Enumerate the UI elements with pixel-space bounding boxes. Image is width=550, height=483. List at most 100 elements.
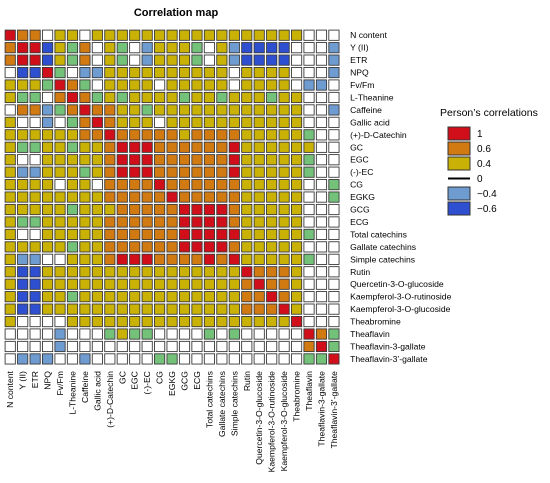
heatmap-cell xyxy=(266,203,278,216)
heatmap-cell xyxy=(66,291,79,303)
heatmap-cell xyxy=(241,129,253,141)
heatmap-cell xyxy=(228,166,240,178)
heatmap-cell xyxy=(166,291,178,303)
heatmap-cell xyxy=(104,141,116,153)
heatmap-cell xyxy=(79,278,91,290)
heatmap-cell xyxy=(54,179,66,191)
heatmap-cell xyxy=(253,191,265,203)
heatmap-cell xyxy=(42,29,54,41)
column-label: Caffeine xyxy=(80,371,90,403)
heatmap-cell xyxy=(191,79,203,91)
heatmap-cell xyxy=(54,29,66,41)
heatmap-cell xyxy=(228,228,240,241)
heatmap-cell xyxy=(91,253,103,265)
heatmap-cell xyxy=(291,129,303,141)
heatmap-cell xyxy=(241,42,253,54)
heatmap-cell xyxy=(29,191,41,203)
heatmap-cell xyxy=(4,241,16,253)
heatmap-cell xyxy=(104,91,116,104)
heatmap-cell xyxy=(166,141,178,153)
heatmap-cell xyxy=(66,353,79,365)
heatmap-cell xyxy=(4,91,16,104)
heatmap-cell xyxy=(315,316,328,328)
heatmap-cell xyxy=(266,291,278,303)
heatmap-cell xyxy=(141,353,153,365)
column-label: Total catechins xyxy=(204,371,214,428)
heatmap-cell xyxy=(278,104,290,116)
heatmap-cell xyxy=(66,141,79,153)
heatmap-cell xyxy=(42,316,54,328)
heatmap-cell xyxy=(291,54,303,66)
heatmap-cell xyxy=(203,340,216,353)
heatmap-cell xyxy=(141,179,153,191)
heatmap-cell xyxy=(241,166,253,178)
heatmap-cell xyxy=(241,29,253,41)
heatmap-cell xyxy=(191,353,203,365)
heatmap-cell xyxy=(66,278,79,290)
heatmap-cell xyxy=(91,104,103,116)
heatmap-cell xyxy=(203,253,216,265)
heatmap-cell xyxy=(4,29,16,41)
heatmap-cell xyxy=(4,216,16,228)
heatmap-cell xyxy=(129,253,141,265)
heatmap-cell xyxy=(328,154,340,166)
heatmap-cell xyxy=(315,42,328,54)
heatmap-cell xyxy=(328,29,340,41)
row-label: N content xyxy=(350,30,387,40)
heatmap-cell xyxy=(203,91,216,104)
heatmap-cell xyxy=(216,179,228,191)
heatmap-cell xyxy=(241,91,253,104)
heatmap-cell xyxy=(228,340,240,353)
heatmap-cell xyxy=(29,316,41,328)
heatmap-cell xyxy=(79,203,91,216)
heatmap-cell xyxy=(216,191,228,203)
heatmap-cell xyxy=(91,191,103,203)
heatmap-cell xyxy=(228,54,240,66)
heatmap-cell xyxy=(228,253,240,265)
heatmap-cell xyxy=(266,54,278,66)
heatmap-cell xyxy=(228,328,240,340)
heatmap-cell xyxy=(216,154,228,166)
heatmap-cell xyxy=(303,66,315,79)
heatmap-cell xyxy=(266,116,278,128)
heatmap-cell xyxy=(328,42,340,54)
heatmap-cell xyxy=(154,104,166,116)
heatmap-cell xyxy=(66,42,79,54)
heatmap-cell xyxy=(303,104,315,116)
heatmap-cell xyxy=(154,129,166,141)
heatmap-cell xyxy=(278,291,290,303)
column-label: Theabromine xyxy=(292,371,302,422)
heatmap-cell xyxy=(266,303,278,315)
heatmap-cell xyxy=(253,54,265,66)
heatmap-cell xyxy=(303,241,315,253)
heatmap-cell xyxy=(253,166,265,178)
heatmap-cell xyxy=(91,141,103,153)
heatmap-cell xyxy=(191,29,203,41)
heatmap-cell xyxy=(54,291,66,303)
heatmap-cell xyxy=(54,116,66,128)
heatmap-cell xyxy=(216,241,228,253)
heatmap-cell xyxy=(141,216,153,228)
heatmap-cell xyxy=(4,303,16,315)
heatmap-cell xyxy=(54,353,66,365)
heatmap-cell xyxy=(241,104,253,116)
column-label: EGKG xyxy=(167,371,177,396)
heatmap-cell xyxy=(315,116,328,128)
heatmap-cell xyxy=(303,42,315,54)
heatmap-cell xyxy=(278,166,290,178)
heatmap-cell xyxy=(203,291,216,303)
heatmap-cell xyxy=(228,141,240,153)
heatmap-cell xyxy=(315,241,328,253)
heatmap-cell xyxy=(253,253,265,265)
heatmap-cell xyxy=(141,116,153,128)
heatmap-cell xyxy=(253,266,265,278)
heatmap-cell xyxy=(4,266,16,278)
heatmap-cell xyxy=(17,216,29,228)
heatmap-cell xyxy=(54,266,66,278)
heatmap-cell xyxy=(116,340,128,353)
heatmap-cell xyxy=(291,340,303,353)
heatmap-cell xyxy=(253,141,265,153)
row-label: Total catechins xyxy=(350,229,407,239)
heatmap-cell xyxy=(291,328,303,340)
heatmap-cell xyxy=(4,66,16,79)
